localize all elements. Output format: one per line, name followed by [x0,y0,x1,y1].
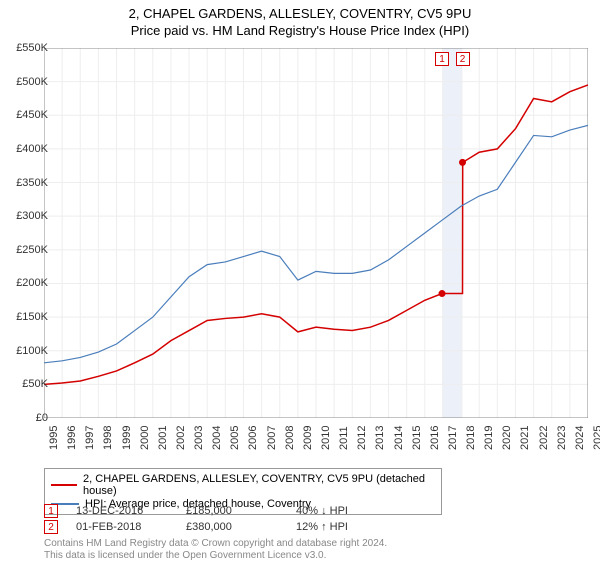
xtick-label: 2015 [411,426,423,450]
xtick-label: 2010 [320,426,332,450]
xtick-label: 2016 [429,426,441,450]
ytick-label: £350K [4,177,48,189]
table-delta: 40% ↓ HPI [296,505,406,517]
copyright-line: Contains HM Land Registry data © Crown c… [44,538,387,550]
table-date: 13-DEC-2016 [76,505,186,517]
xtick-label: 2025 [592,426,600,450]
table-marker: 1 [44,504,58,518]
ytick-label: £250K [4,244,48,256]
chart-marker-2: 2 [456,52,470,66]
xtick-label: 2004 [211,426,223,450]
xtick-label: 2018 [465,426,477,450]
ytick-label: £500K [4,76,48,88]
xtick-label: 2007 [266,426,278,450]
xtick-label: 2022 [538,426,550,450]
xtick-label: 2008 [284,426,296,450]
table-delta: 12% ↑ HPI [296,521,406,533]
legend-swatch [51,484,77,486]
xtick-label: 1996 [66,426,78,450]
transaction-table: 1 13-DEC-2016 £185,000 40% ↓ HPI 2 01-FE… [44,504,406,536]
xtick-label: 2005 [229,426,241,450]
xtick-label: 1997 [84,426,96,450]
xtick-label: 1999 [121,426,133,450]
chart-marker-1: 1 [435,52,449,66]
ytick-label: £550K [4,42,48,54]
ytick-label: £200K [4,277,48,289]
xtick-label: 2019 [483,426,495,450]
copyright-line: This data is licensed under the Open Gov… [44,550,387,562]
table-date: 01-FEB-2018 [76,521,186,533]
table-marker: 2 [44,520,58,534]
table-price: £380,000 [186,521,296,533]
table-row: 1 13-DEC-2016 £185,000 40% ↓ HPI [44,504,406,518]
xtick-label: 2003 [193,426,205,450]
title-block: 2, CHAPEL GARDENS, ALLESLEY, COVENTRY, C… [0,0,600,38]
xtick-label: 2006 [247,426,259,450]
table-row: 2 01-FEB-2018 £380,000 12% ↑ HPI [44,520,406,534]
ytick-label: £100K [4,345,48,357]
xtick-label: 2011 [338,426,350,450]
title-sub: Price paid vs. HM Land Registry's House … [0,23,600,38]
xtick-label: 2012 [356,426,368,450]
chart-container: 2, CHAPEL GARDENS, ALLESLEY, COVENTRY, C… [0,0,600,560]
plot-svg [44,48,588,418]
copyright: Contains HM Land Registry data © Crown c… [44,538,387,562]
ytick-label: £50K [4,378,48,390]
xtick-label: 2013 [374,426,386,450]
xtick-label: 2017 [447,426,459,450]
chart-area [44,48,588,418]
xtick-label: 1998 [102,426,114,450]
xtick-label: 2009 [302,426,314,450]
xtick-label: 2023 [556,426,568,450]
xtick-label: 2000 [139,426,151,450]
xtick-label: 2002 [175,426,187,450]
xtick-label: 1995 [48,426,60,450]
ytick-label: £150K [4,311,48,323]
ytick-label: £450K [4,109,48,121]
table-price: £185,000 [186,505,296,517]
xtick-label: 2020 [501,426,513,450]
legend-row: 2, CHAPEL GARDENS, ALLESLEY, COVENTRY, C… [51,473,435,497]
title-main: 2, CHAPEL GARDENS, ALLESLEY, COVENTRY, C… [0,6,600,21]
ytick-label: £300K [4,210,48,222]
ytick-label: £400K [4,143,48,155]
xtick-label: 2001 [157,426,169,450]
ytick-label: £0 [4,412,48,424]
xtick-label: 2021 [519,426,531,450]
xtick-label: 2024 [574,426,586,450]
legend-label: 2, CHAPEL GARDENS, ALLESLEY, COVENTRY, C… [83,473,435,497]
xtick-label: 2014 [393,426,405,450]
